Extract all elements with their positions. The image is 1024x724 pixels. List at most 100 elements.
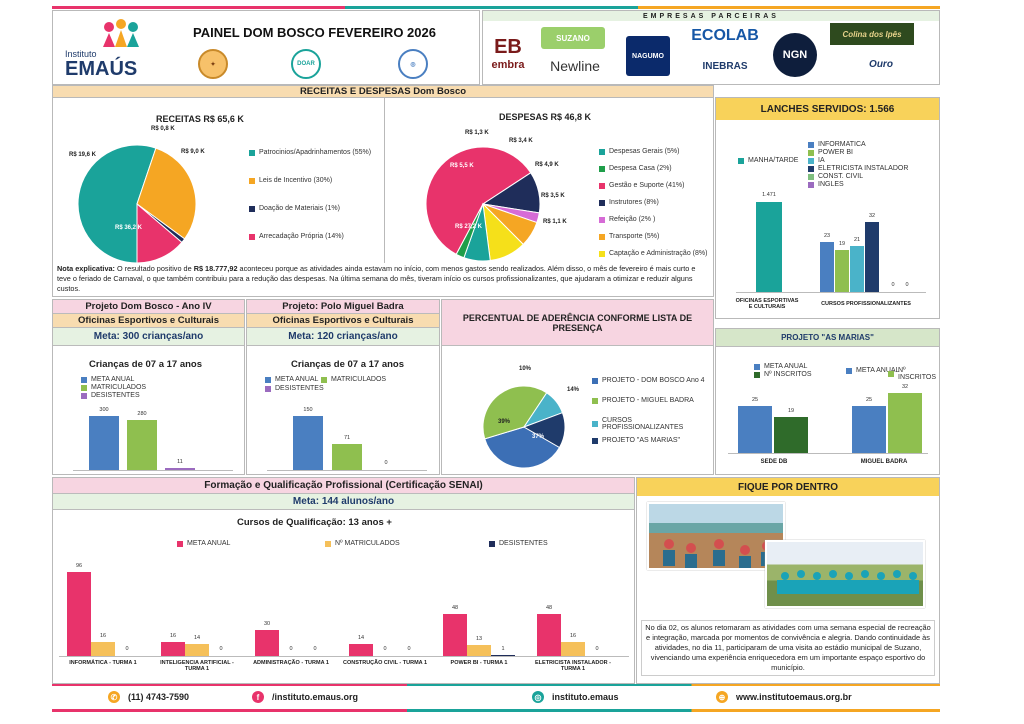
lanches-axis	[736, 292, 926, 293]
adesao-pie	[482, 385, 566, 469]
proj2-chart-axis	[267, 470, 427, 471]
ades-label-0: 10%	[519, 366, 532, 372]
marias-legend-l-swatch-0	[754, 363, 760, 370]
senai-legend-swatch-0	[177, 540, 183, 547]
logo-ouro: Ouro	[869, 58, 893, 70]
proj2-chart-legend-item-0: META ANUAL	[265, 376, 318, 383]
phone-icon: ✆	[108, 691, 120, 703]
footer-facebook[interactable]: f/instituto.emaus.org	[252, 686, 358, 708]
marias-axis	[728, 453, 928, 454]
finance-note: Nota explicativa: O resultado positivo d…	[57, 264, 711, 295]
desp-legend-label-4: Refeição (2% )	[609, 216, 656, 223]
lanches-legend-b-label-2: IA	[818, 157, 825, 164]
proj2-chart-legend-swatch-1	[321, 376, 327, 383]
fique-title: FIQUE POR DENTRO	[637, 478, 939, 496]
proj1-chart-legend-item-2: DESISTENTES	[81, 392, 140, 399]
rec-legend-swatch-2	[249, 205, 255, 212]
top-strip	[52, 6, 940, 9]
senai-c0-value-2: 0	[125, 646, 129, 652]
receitas-pie	[77, 144, 197, 264]
pie-slice-6	[455, 203, 484, 259]
senai-legend-item-2: DESISTENTES	[489, 540, 548, 547]
desp-legend-swatch-3	[599, 199, 605, 206]
desp-legend-item-3: Instrutores (8%)	[599, 199, 659, 206]
desp-legend-label-5: Transporte (5%)	[609, 233, 660, 240]
logo-ecolab: ECOLAB	[691, 27, 759, 44]
senai-category-5: ELETRICISTA INSTALADOR - TURMA 1	[535, 660, 611, 672]
marias-l-value-1: 19	[787, 408, 795, 415]
ades-legend-swatch-3	[592, 437, 598, 444]
lanches-legend-b-swatch-4	[808, 173, 814, 180]
lanches-b-bar-0	[820, 241, 834, 292]
lanches-cat-b: CURSOS PROFISSIONALIZANTES	[821, 301, 911, 307]
senai-c3-value-2: 0	[407, 646, 411, 652]
senai-c4-bar-0	[443, 614, 467, 656]
senai-c4-value-1: 13	[475, 635, 483, 642]
proj2-chart-value-0: 150	[303, 407, 313, 413]
receitas-title: RECEITAS R$ 65,6 K	[156, 114, 244, 124]
logo-nagumo: NAGUMO	[626, 36, 670, 76]
logo-embra: EB embra	[491, 35, 525, 71]
facebook-icon: f	[252, 691, 264, 703]
rec-legend-item-1: Leis de Incentivo (30%)	[249, 176, 377, 186]
proj1-chart-axis	[73, 470, 233, 471]
proj2-chart-legend-item-1: MATRICULADOS	[321, 376, 386, 383]
lanches-legend-b-label-5: INGLES	[818, 181, 844, 188]
marias-legend-l-label-0: META ANUAL	[764, 363, 808, 370]
desp-label-1: R$ 3,4 K	[509, 138, 533, 144]
adesao-panel: PERCENTUAL DE ADERÊNCIA CONFORME LISTA D…	[441, 299, 714, 475]
seal-doar: DOAR	[291, 49, 321, 79]
proj1-chart-legend-item-1: MATRICULADOS	[81, 384, 146, 391]
ades-legend-swatch-2	[592, 421, 598, 427]
proj1-chart-legend-swatch-0	[81, 376, 87, 383]
desp-legend-item-4: Refeição (2% )	[599, 216, 655, 223]
desp-legend-label-2: Gestão e Suporte (41%)	[609, 182, 685, 189]
marias-legend-l-item-1: Nº INSCRITOS	[754, 371, 812, 378]
footer-phone[interactable]: ✆ (11) 4743-7590	[108, 686, 189, 708]
seal-3: ◎	[398, 49, 428, 79]
marias-r-bar-0	[852, 406, 886, 453]
senai-category-3: CONSTRUÇÃO CIVIL - TURMA 1	[342, 660, 428, 666]
ades-legend-item-3: PROJETO "AS MARIAS"	[592, 437, 680, 444]
logo-newline: Newline	[550, 58, 600, 74]
proj1-panel: Projeto Dom Bosco - Ano IV Oficinas Espo…	[52, 299, 245, 475]
senai-legend-item-0: META ANUAL	[177, 540, 230, 547]
senai-legend-swatch-2	[489, 540, 495, 547]
proj2-chart-value-2: 0	[384, 460, 388, 466]
lanches-b-value-3: 32	[868, 213, 876, 219]
proj1-chart-bar-1	[127, 419, 157, 470]
senai-category-0: INFORMÁTICA - TURMA 1	[69, 660, 137, 666]
senai-legend-swatch-1	[325, 540, 331, 547]
lanches-legend-b-item-5: INGLES	[808, 181, 844, 188]
lanches-legend-b-label-0: INFORMATICA	[818, 141, 866, 148]
finance-divider	[384, 98, 385, 263]
senai-c1-value-1: 14	[193, 634, 201, 641]
rec-label-1: R$ 9,0 K	[181, 149, 205, 155]
ades-legend-swatch-1	[592, 397, 598, 404]
org-small: Instituto	[65, 49, 97, 59]
finance-title: RECEITAS E DESPESAS Dom Bosco	[53, 86, 713, 98]
proj1-chart-title: Crianças de 07 a 17 anos	[89, 359, 203, 370]
footer-site[interactable]: ⊕ www.institutoemaus.org.br	[716, 686, 852, 708]
footer-phone-text: (11) 4743-7590	[128, 692, 190, 702]
rec-legend-swatch-0	[249, 149, 255, 156]
lanches-cat-a: OFICINAS ESPORTIVAS E CULTURAIS	[735, 298, 799, 310]
lanches-legend-b-label-1: POWER BI	[818, 149, 854, 156]
footer-instagram[interactable]: ◎ instituto.emaus	[532, 686, 619, 708]
note-b: aconteceu porque as atividades ainda est…	[57, 264, 696, 294]
senai-category-1: INTELIGENCIA ARTIFICIAL - TURMA 1	[160, 660, 234, 672]
logo-suzano: SUZANO	[541, 27, 605, 49]
ades-legend-label-2: CURSOS PROFISSIONALIZANTES	[602, 417, 684, 431]
despesas-pie	[425, 146, 541, 262]
logo-colina: Colina dos Ipês	[830, 23, 914, 45]
rec-label-0: R$ 0,8 K	[151, 126, 175, 132]
note-a: O resultado positivo de	[115, 264, 194, 273]
ades-legend-item-1: PROJETO - MIGUEL BADRA	[592, 397, 694, 404]
senai-title: Formação e Qualificação Profissional (Ce…	[53, 478, 634, 494]
senai-c5-value-0: 48	[545, 605, 553, 611]
marias-r-value-1: 32	[901, 384, 909, 390]
partners-panel: EMPRESAS PARCEIRAS EB embra SUZANO Newlin…	[482, 10, 940, 85]
desp-legend-item-2: Gestão e Suporte (41%)	[599, 182, 685, 189]
proj1-chart-bar-2	[165, 468, 195, 470]
senai-axis	[59, 656, 629, 657]
